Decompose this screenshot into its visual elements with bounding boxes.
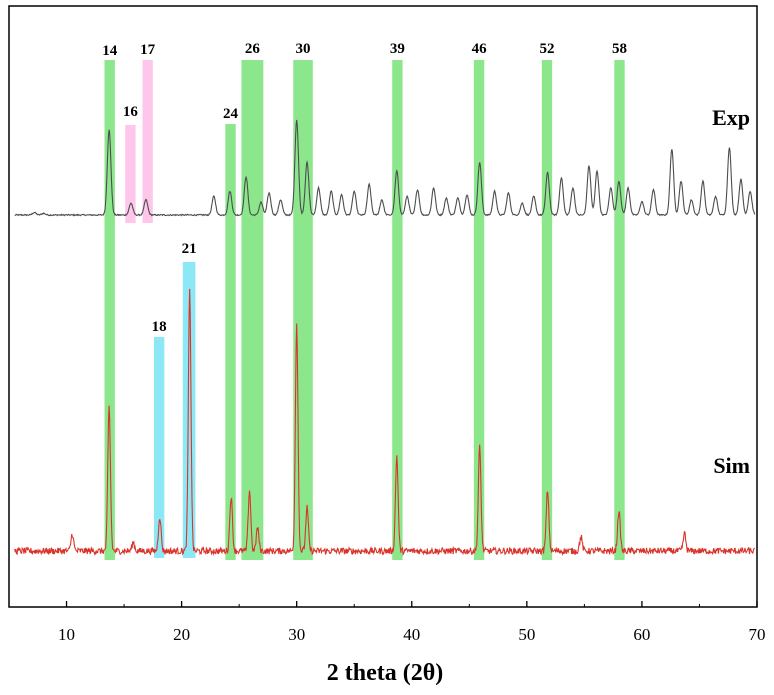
- band-label-30: 30: [296, 41, 311, 57]
- band-labels: 14 16 17 18 21 24 26 30 39 46 52 58: [102, 41, 627, 335]
- band-58: [614, 60, 625, 560]
- band-46: [473, 60, 485, 560]
- band-18: [153, 337, 165, 558]
- x-tick-label-40: 40: [403, 625, 420, 644]
- band-label-46: 46: [472, 41, 488, 57]
- band-26: [241, 60, 264, 560]
- band-label-21: 21: [182, 241, 197, 257]
- series-line-exp: [14, 119, 756, 217]
- band-16: [125, 125, 136, 223]
- band-label-18: 18: [152, 319, 167, 335]
- band-label-24: 24: [223, 106, 239, 122]
- series-label-sim: Sim: [713, 453, 750, 478]
- x-tick-label-50: 50: [518, 625, 535, 644]
- x-tick-label-30: 30: [288, 625, 305, 644]
- band-24: [225, 124, 236, 560]
- band-label-58: 58: [612, 41, 627, 57]
- band-label-14: 14: [102, 43, 118, 59]
- x-tick-label-20: 20: [173, 625, 190, 644]
- axes: 10 20 30 40 50 60 70: [8, 5, 766, 644]
- x-tick-label-60: 60: [633, 625, 650, 644]
- x-tick-label-70: 70: [749, 625, 766, 644]
- series-line-sim: [14, 288, 756, 557]
- band-label-16: 16: [123, 104, 139, 120]
- highlight-bands: [104, 60, 625, 560]
- band-label-26: 26: [245, 41, 261, 57]
- series-labels: Exp Sim: [712, 105, 750, 478]
- band-label-39: 39: [390, 41, 405, 57]
- band-label-52: 52: [539, 41, 554, 57]
- series-label-exp: Exp: [712, 105, 750, 130]
- band-39: [392, 60, 403, 560]
- band-52: [541, 60, 553, 560]
- plot-frame: [8, 5, 758, 608]
- band-label-17: 17: [140, 42, 156, 58]
- series-lines: [14, 119, 756, 557]
- band-17: [142, 60, 153, 223]
- x-tick-label-10: 10: [58, 625, 75, 644]
- x-axis-title: 2 theta (2θ): [327, 660, 444, 686]
- band-14: [104, 60, 115, 560]
